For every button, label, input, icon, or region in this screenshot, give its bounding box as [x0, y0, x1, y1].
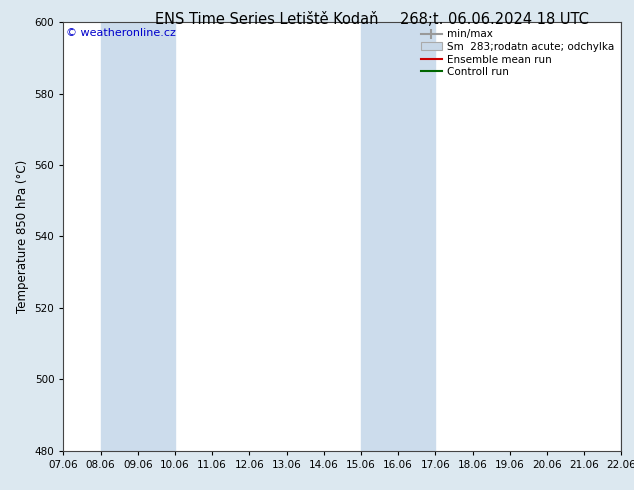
Bar	[361, 22, 436, 451]
Text: 268;t. 06.06.2024 18 UTC: 268;t. 06.06.2024 18 UTC	[400, 12, 589, 27]
Text: © weatheronline.cz: © weatheronline.cz	[66, 28, 176, 39]
Bar	[621, 22, 634, 451]
Bar	[101, 22, 175, 451]
Legend: min/max, Sm  283;rodatn acute; odchylka, Ensemble mean run, Controll run: min/max, Sm 283;rodatn acute; odchylka, …	[418, 27, 616, 79]
Text: ENS Time Series Letiště Kodaň: ENS Time Series Letiště Kodaň	[155, 12, 378, 27]
Y-axis label: Temperature 850 hPa (°C): Temperature 850 hPa (°C)	[16, 160, 29, 313]
